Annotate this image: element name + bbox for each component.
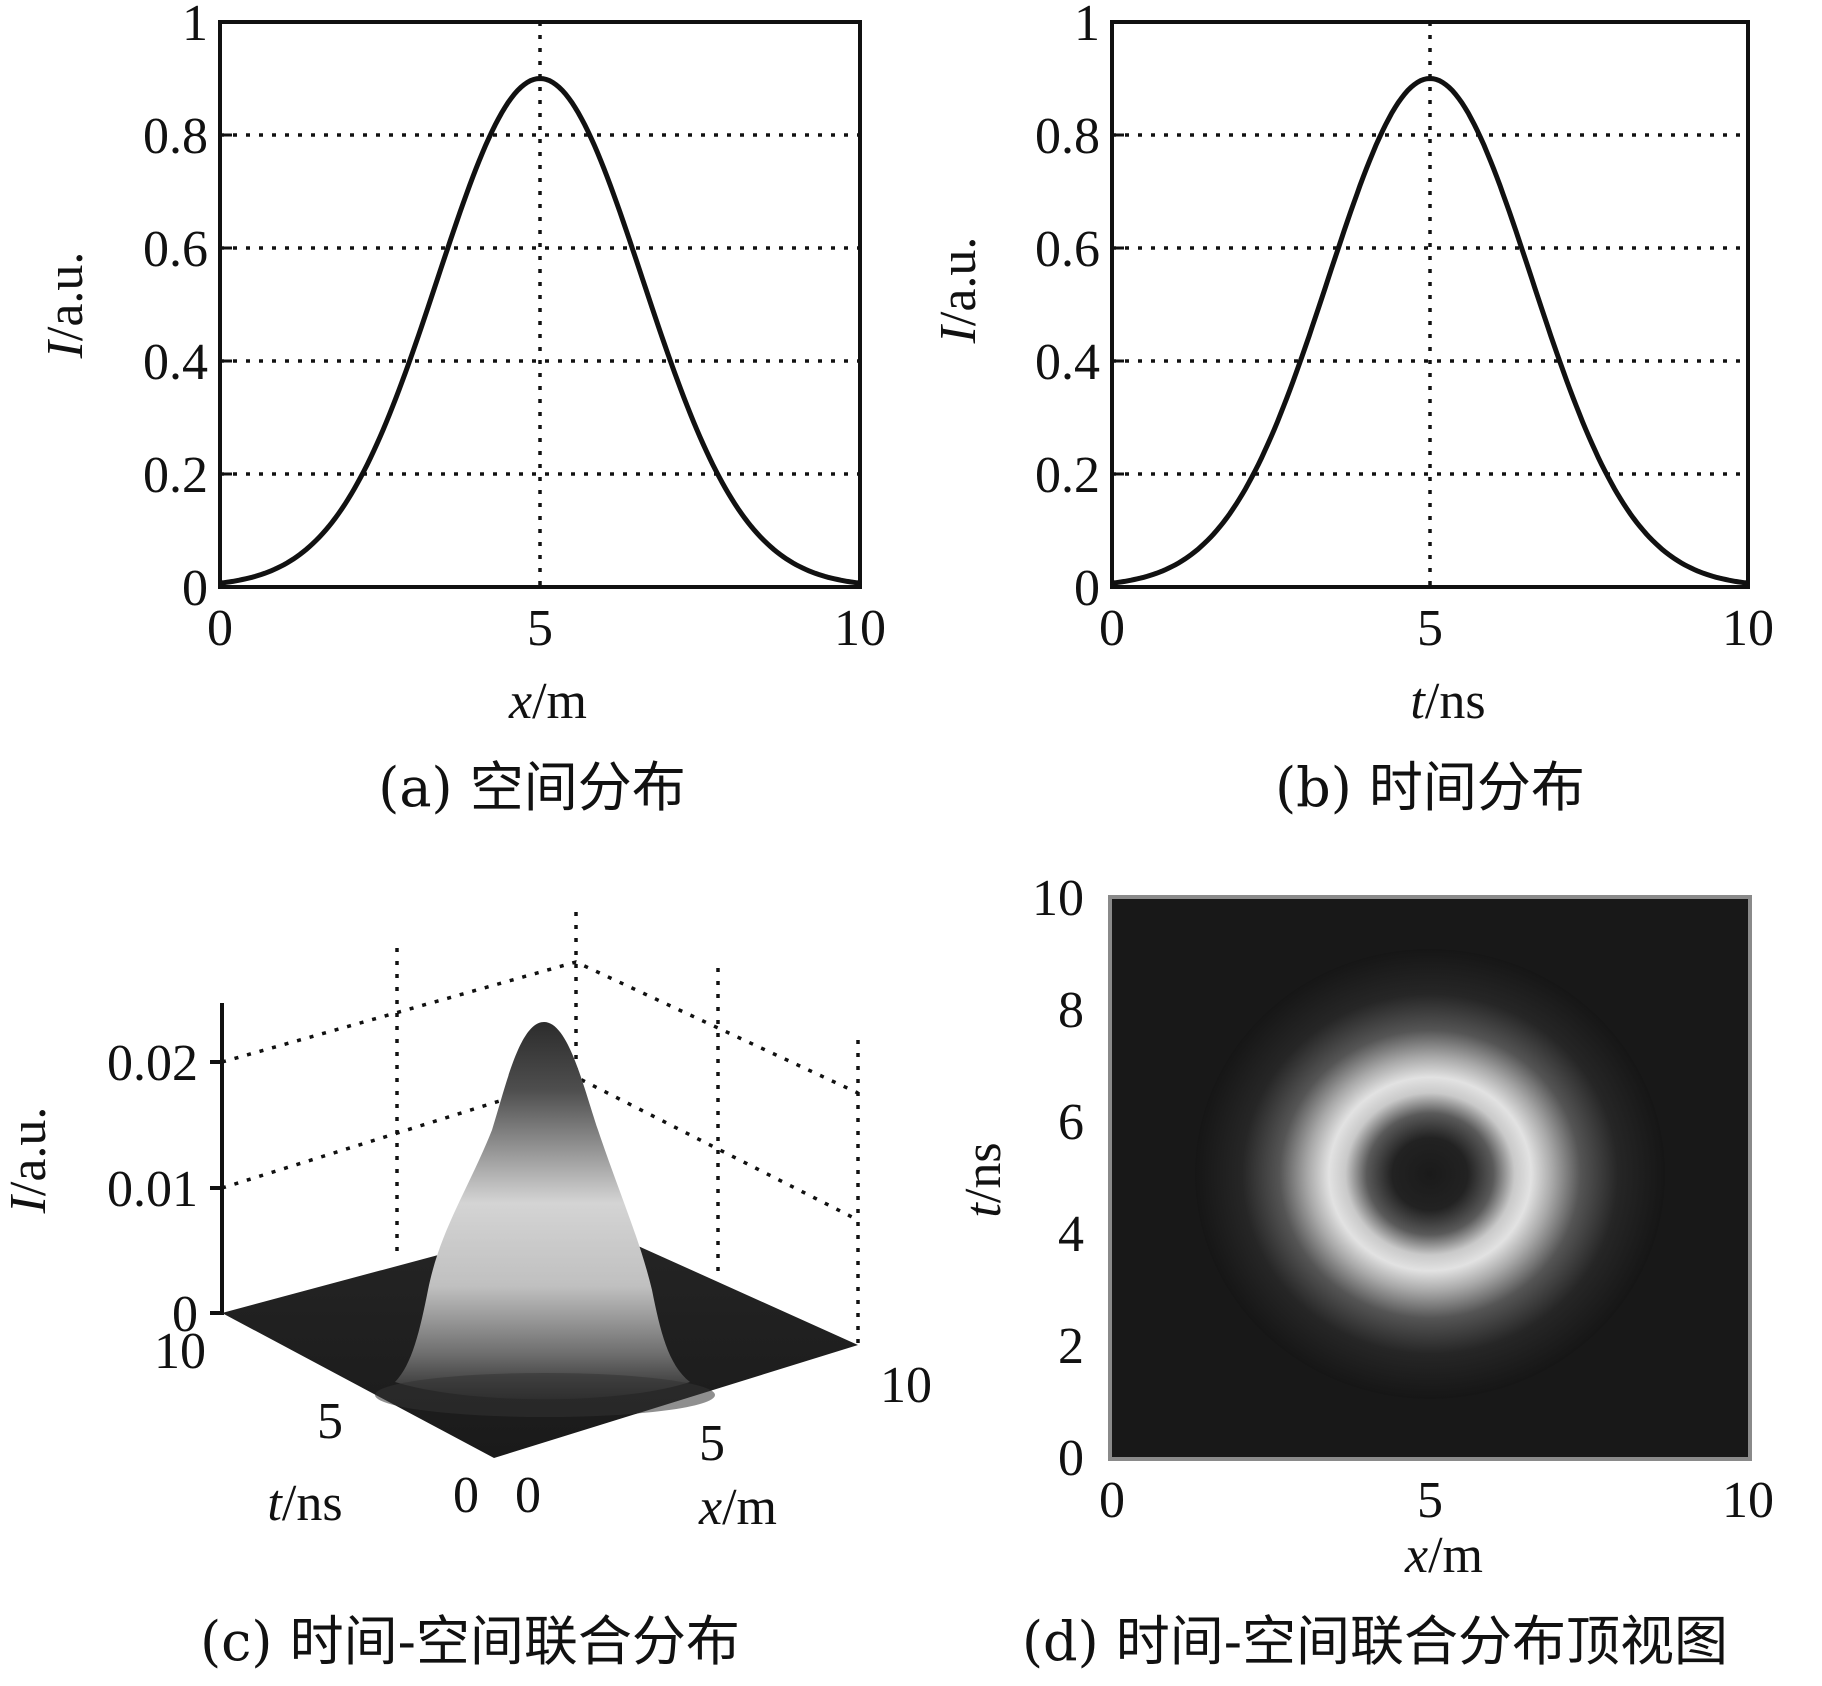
c-z-var: I [0, 1193, 57, 1214]
a-ytick-4: 0.8 [143, 108, 208, 165]
c-x-tick-5: 5 [699, 1415, 725, 1472]
a-y-unit: /a.u. [37, 252, 94, 342]
d-x-axis-label: x/m [1404, 1527, 1483, 1584]
b-xtick-2: 10 [1722, 600, 1774, 657]
d-caption: (d) 时间-空间联合分布顶视图 [1022, 1610, 1728, 1673]
c-caption: (c) 时间-空间联合分布 [200, 1610, 740, 1673]
b-ytick-3: 0.6 [1035, 221, 1100, 278]
c-top-edge-002 [221, 960, 859, 1095]
c-z-axis-label: I/a.u. [0, 1107, 57, 1215]
b-ytick-1: 0.2 [1035, 447, 1100, 504]
b-ytick-5: 1 [1074, 0, 1100, 52]
c-t-tick-labels: 10 5 0 [154, 1323, 479, 1524]
d-ring-heatmap [1195, 949, 1665, 1399]
c-x-tick-0: 0 [515, 1467, 541, 1524]
c-x-axis-label: x/m [698, 1479, 777, 1536]
a-xtick-2: 10 [834, 600, 886, 657]
c-t-tick-0: 0 [453, 1467, 479, 1524]
a-ytick-3: 0.6 [143, 221, 208, 278]
b-plot-frame [1110, 20, 1750, 589]
a-x-tick-labels: 0 5 10 [207, 600, 886, 657]
c-z-tick-002-label: 0.02 [107, 1035, 198, 1092]
b-gaussian-curve [1111, 75, 1749, 586]
a-caption: (a) 空间分布 [378, 756, 686, 819]
d-y-var: t [955, 1202, 1012, 1218]
d-ytick-1: 2 [1058, 1318, 1084, 1375]
c-t-tick-10: 10 [154, 1323, 206, 1380]
c-x-tick-10: 10 [880, 1357, 932, 1414]
d-xtick-0: 0 [1099, 1472, 1125, 1529]
d-x-var: x [1404, 1527, 1428, 1584]
c-t-axis-label: t/ns [267, 1475, 342, 1532]
panel-d: 0 2 4 6 8 10 0 5 10 t/ns x/m (d) 时间-空间联合分布顶视图 [955, 870, 1774, 1673]
a-y-axis-label: I/a.u. [37, 252, 94, 360]
b-y-axis-label: I/a.u. [930, 237, 987, 345]
d-ytick-2: 4 [1058, 1206, 1084, 1263]
a-y-tick-labels: 0 0.2 0.4 0.6 0.8 1 [143, 0, 232, 617]
b-caption: (b) 时间分布 [1275, 756, 1585, 819]
c-z-tick-labels: 0.02 0.01 0 [107, 1035, 198, 1343]
d-ytick-3: 6 [1058, 1094, 1084, 1151]
d-ytick-5: 10 [1032, 870, 1084, 927]
c-peak-mound [395, 1022, 690, 1400]
a-xtick-1: 5 [527, 600, 553, 657]
c-x-var: x [698, 1479, 722, 1536]
c-t-var: t [267, 1475, 283, 1532]
d-xtick-2: 10 [1722, 1472, 1774, 1529]
b-x-axis-label: t/ns [1410, 673, 1485, 730]
a-x-axis-label: x/m [508, 673, 587, 730]
d-y-unit: /ns [955, 1142, 1012, 1203]
d-y-tick-labels: 0 2 4 6 8 10 [1032, 870, 1084, 1487]
d-xtick-1: 5 [1417, 1472, 1443, 1529]
d-y-axis-label: t/ns [955, 1142, 1012, 1217]
b-ytick-0: 0 [1074, 560, 1100, 617]
b-x-var: t [1410, 673, 1426, 730]
a-xtick-0: 0 [207, 600, 233, 657]
d-x-unit: /m [1428, 1527, 1483, 1584]
a-x-var: x [508, 673, 532, 730]
b-ytick-4: 0.8 [1035, 108, 1100, 165]
c-z-tick-0-label: 0 [172, 1286, 198, 1343]
b-xtick-1: 5 [1417, 600, 1443, 657]
c-mound-shade [375, 1373, 715, 1417]
d-ytick-4: 8 [1058, 982, 1084, 1039]
d-ytick-0: 0 [1058, 1430, 1084, 1487]
a-ytick-0: 0 [182, 560, 208, 617]
a-gaussian-curve [219, 75, 861, 586]
c-t-tick-5: 5 [317, 1393, 343, 1450]
c-z-tick-001-label: 0.01 [107, 1161, 198, 1218]
a-plot-frame [218, 20, 862, 589]
a-ytick-5: 1 [182, 0, 208, 52]
c-z-unit: /a.u. [0, 1107, 57, 1197]
b-xtick-0: 0 [1099, 600, 1125, 657]
d-x-tick-labels: 0 5 10 [1099, 1472, 1774, 1529]
b-x-unit: /ns [1425, 673, 1486, 730]
b-gridlines [1112, 22, 1748, 587]
c-x-tick-labels: 0 5 10 [515, 1357, 932, 1524]
panel-c: 0.02 0.01 0 10 5 0 0 5 10 I/a.u. t/ns x/… [0, 912, 932, 1673]
panel-a: 0 0.2 0.4 0.6 0.8 1 0 5 10 I/a.u. x/m (a) 空间分布 [37, 0, 886, 819]
b-x-tick-labels: 0 5 10 [1099, 600, 1774, 657]
c-t-unit: /ns [282, 1475, 343, 1532]
a-ytick-2: 0.4 [143, 334, 208, 391]
a-x-unit: /m [532, 673, 587, 730]
b-ytick-2: 0.4 [1035, 334, 1100, 391]
c-x-unit: /m [722, 1479, 777, 1536]
b-y-unit: /a.u. [930, 237, 987, 327]
a-ytick-1: 0.2 [143, 447, 208, 504]
a-y-var: I [37, 338, 94, 359]
b-y-tick-labels: 0 0.2 0.4 0.6 0.8 1 [1035, 0, 1124, 617]
a-gridlines [220, 22, 860, 587]
panel-b: 0 0.2 0.4 0.6 0.8 1 0 5 10 I/a.u. t/ns (b) 时间分布 [930, 0, 1774, 819]
b-y-var: I [930, 323, 987, 344]
